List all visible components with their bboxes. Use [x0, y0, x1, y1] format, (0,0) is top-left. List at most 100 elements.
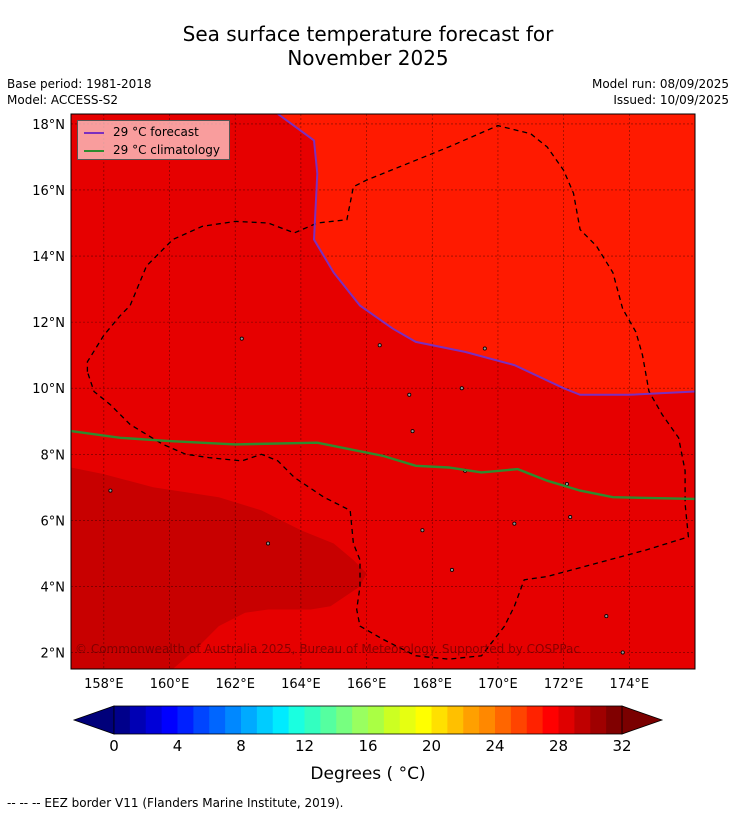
legend-forecast-label: 29 °C forecast	[113, 125, 199, 139]
colorbar: 0 4 8 12 16 20 24 28 32	[72, 705, 664, 755]
colorbar-segment	[526, 706, 544, 734]
colorbar-segment	[256, 706, 274, 734]
island-marker	[482, 346, 487, 351]
lat-tick-label: 2°N	[41, 646, 66, 661]
colorbar-segment	[241, 706, 258, 734]
colorbar-segment	[463, 706, 480, 734]
colorbar-segment	[431, 706, 448, 734]
lon-tick-label: 160°E	[150, 677, 190, 692]
colorbar-segment	[336, 706, 353, 734]
meta-left: Base period: 1981-2018 Model: ACCESS-S2	[7, 76, 152, 108]
forecast-swatch	[84, 131, 104, 134]
colorbar-segment	[574, 706, 591, 734]
colorbar-segment	[558, 706, 575, 734]
colorbar-segment	[447, 706, 464, 734]
colorbar-tick-label: 24	[485, 737, 504, 755]
colorbar-tick-label: 0	[109, 737, 119, 755]
colorbar-tick-label: 20	[422, 737, 441, 755]
colorbar-segment	[193, 706, 210, 734]
page-title: Sea surface temperature forecast for Nov…	[0, 22, 736, 70]
colorbar-segment	[383, 706, 401, 734]
map-legend: 29 °C forecast 29 °C climatology	[77, 120, 230, 160]
colorbar-tick-label: 4	[173, 737, 183, 755]
island-marker	[108, 488, 113, 493]
colorbar-segment	[590, 706, 607, 734]
colorbar-segment	[495, 706, 512, 734]
colorbar-segment	[542, 706, 559, 734]
colorbar-segment	[415, 706, 432, 734]
lon-tick-label: 158°E	[84, 677, 124, 692]
colorbar-segment	[177, 706, 194, 734]
lon-tick-label: 174°E	[610, 677, 650, 692]
lat-tick-label: 8°N	[41, 448, 66, 463]
lon-tick-label: 170°E	[478, 677, 518, 692]
lon-tick-label: 168°E	[412, 677, 452, 692]
island-marker	[620, 650, 625, 655]
base-period: Base period: 1981-2018	[7, 77, 152, 91]
forecast-29-contour	[277, 114, 695, 396]
island-marker	[604, 614, 609, 619]
lat-tick-label: 14°N	[32, 250, 65, 265]
colorbar-segment	[225, 706, 242, 734]
colorbar-segment	[352, 706, 369, 734]
island-marker	[239, 336, 244, 341]
colorbar-segment	[304, 706, 321, 734]
colorbar-under-triangle	[72, 705, 115, 735]
island-marker	[410, 429, 415, 434]
islands	[108, 336, 625, 655]
lon-tick-label: 164°E	[281, 677, 321, 692]
island-marker	[377, 343, 382, 348]
map-frame	[70, 113, 696, 670]
colorbar-tick-label: 16	[358, 737, 377, 755]
gridlines	[71, 114, 695, 669]
colorbar-tick-label: 8	[236, 737, 246, 755]
legend-item-climatology: 29 °C climatology	[84, 143, 220, 157]
meta-right: Model run: 08/09/2025 Issued: 10/09/2025	[592, 76, 729, 108]
colorbar-frame	[113, 705, 623, 735]
colorbar-segment	[368, 706, 385, 734]
island-marker	[266, 541, 271, 546]
lon-tick-label: 172°E	[544, 677, 584, 692]
colorbar-segment	[145, 706, 163, 734]
island-marker	[568, 515, 573, 520]
colorbar-segment	[510, 706, 528, 734]
sst-cool-region	[71, 467, 367, 669]
eez-border	[86, 124, 690, 660]
copyright-text: © Commonwealth of Australia 2025, Bureau…	[75, 642, 580, 656]
title-line-2: November 2025	[287, 46, 449, 70]
colorbar-segment	[606, 706, 623, 734]
colorbar-segment	[209, 706, 226, 734]
climatology-29-contour	[71, 429, 695, 501]
colorbar-segment	[479, 706, 496, 734]
lat-tick-label: 16°N	[32, 184, 65, 199]
sst-warm-region	[277, 114, 695, 395]
island-marker	[512, 521, 517, 526]
climatology-swatch	[84, 149, 104, 152]
lat-tick-label: 6°N	[41, 514, 66, 529]
colorbar-over-triangle	[621, 705, 664, 735]
lat-tick-label: 12°N	[32, 316, 65, 331]
colorbar-segment	[114, 706, 131, 734]
colorbar-segment	[161, 706, 178, 734]
lat-tick-label: 4°N	[41, 580, 66, 595]
colorbar-title: Degrees ( °C)	[310, 764, 426, 784]
model-run: Model run: 08/09/2025	[591, 77, 729, 91]
lat-tick-label: 10°N	[32, 382, 65, 397]
latitude-labels: 2°N 4°N 6°N 8°N 10°N 12°N 14°N 16°N 18°N	[32, 118, 65, 662]
island-marker	[407, 392, 412, 397]
lat-tick-label: 18°N	[32, 118, 65, 133]
footer-note: -- -- -- EEZ border V11 (Flanders Marine…	[7, 796, 344, 810]
lon-tick-label: 162°E	[215, 677, 255, 692]
colorbar-segment	[320, 706, 337, 734]
longitude-labels: 158°E 160°E 162°E 164°E 166°E 168°E 170°E 172°E…	[84, 677, 649, 692]
colorbar-segment	[272, 706, 290, 734]
colorbar-segment	[288, 706, 305, 734]
model-name: Model: ACCESS-S2	[7, 93, 119, 107]
legend-climatology-label: 29 °C climatology	[113, 143, 221, 157]
colorbar-tick-label: 28	[549, 737, 568, 755]
legend-item-forecast: 29 °C forecast	[84, 125, 199, 139]
colorbar-tick-label: 32	[612, 737, 631, 755]
island-marker	[449, 567, 454, 572]
lon-tick-label: 166°E	[347, 677, 387, 692]
